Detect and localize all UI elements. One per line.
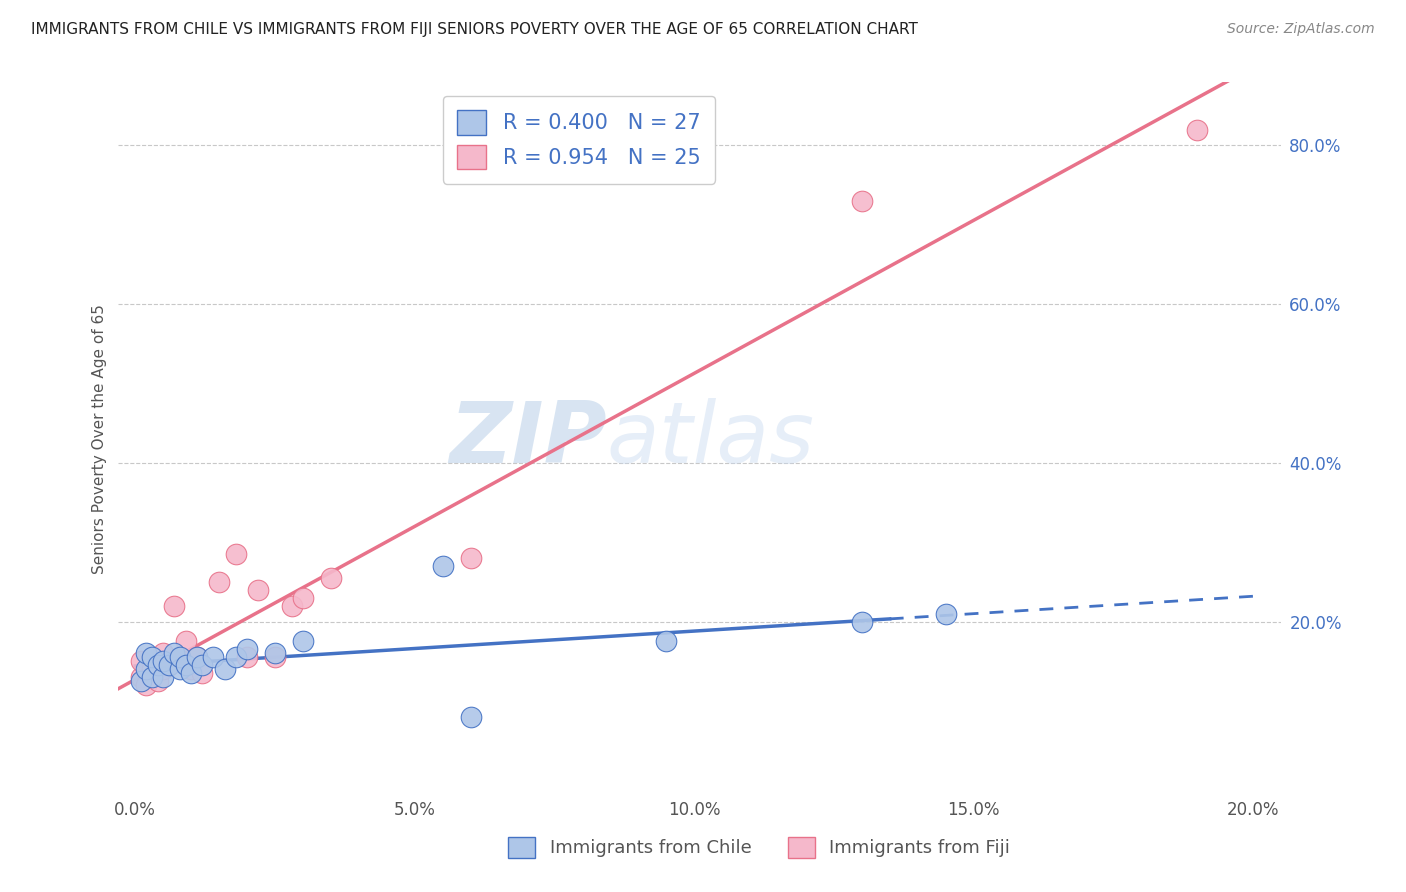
Point [157, 658, 180, 673]
Point [214, 662, 236, 676]
Point [129, 674, 152, 689]
Point [152, 646, 174, 660]
Point [191, 666, 214, 681]
Point [291, 591, 314, 605]
Point [129, 654, 152, 668]
Point [174, 658, 197, 673]
Point [141, 662, 163, 676]
Y-axis label: Seniors Poverty Over the Age of 65: Seniors Poverty Over the Age of 65 [93, 304, 107, 574]
Point [169, 650, 191, 665]
Point [146, 658, 169, 673]
Point [146, 674, 169, 689]
Point [460, 551, 482, 566]
Point [225, 547, 247, 561]
Point [264, 646, 287, 660]
Text: atlas: atlas [607, 398, 814, 481]
Point [460, 710, 482, 724]
Point [152, 654, 174, 668]
Point [432, 559, 454, 574]
Point [186, 650, 208, 665]
Point [236, 650, 259, 665]
Point [180, 662, 202, 676]
Point [655, 634, 678, 648]
Point [169, 662, 191, 676]
Text: Source: ZipAtlas.com: Source: ZipAtlas.com [1227, 22, 1375, 37]
Point [264, 650, 287, 665]
Point [169, 650, 191, 665]
Point [225, 650, 247, 665]
Point [291, 634, 314, 648]
Point [163, 599, 186, 613]
Point [141, 650, 163, 665]
Legend: Immigrants from Chile, Immigrants from Fiji: Immigrants from Chile, Immigrants from F… [501, 830, 1018, 865]
Point [191, 658, 214, 673]
Text: ZIP: ZIP [449, 398, 607, 481]
Point [851, 194, 873, 208]
Point [180, 666, 202, 681]
Point [152, 670, 174, 684]
Point [141, 670, 163, 684]
Point [1185, 122, 1208, 136]
Point [186, 650, 208, 665]
Legend: R = 0.400   N = 27, R = 0.954   N = 25: R = 0.400 N = 27, R = 0.954 N = 25 [443, 95, 716, 184]
Point [157, 658, 180, 673]
Point [851, 615, 873, 629]
Point [152, 662, 174, 676]
Point [174, 634, 197, 648]
Point [935, 607, 957, 621]
Point [247, 582, 270, 597]
Point [208, 574, 231, 589]
Point [163, 646, 186, 660]
Text: IMMIGRANTS FROM CHILE VS IMMIGRANTS FROM FIJI SENIORS POVERTY OVER THE AGE OF 65: IMMIGRANTS FROM CHILE VS IMMIGRANTS FROM… [31, 22, 918, 37]
Point [135, 646, 157, 660]
Point [280, 599, 302, 613]
Point [129, 670, 152, 684]
Point [202, 650, 225, 665]
Point [135, 662, 157, 676]
Point [236, 642, 259, 657]
Point [135, 678, 157, 692]
Point [319, 571, 342, 585]
